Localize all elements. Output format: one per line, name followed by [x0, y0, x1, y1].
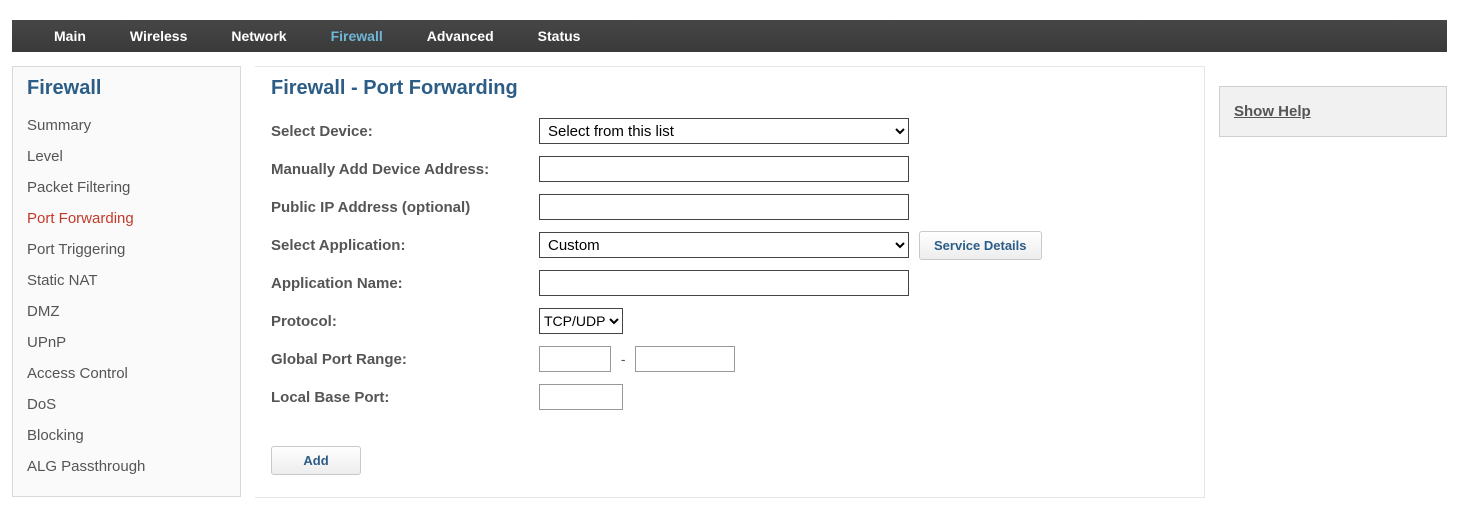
application-name-input[interactable] — [539, 270, 909, 296]
label-app-name: Application Name: — [271, 275, 539, 292]
label-select-device: Select Device: — [271, 123, 539, 140]
sidebar-item-dmz[interactable]: DMZ — [27, 296, 226, 327]
sidebar-item-dos[interactable]: DoS — [27, 389, 226, 420]
label-public-ip: Public IP Address (optional) — [271, 199, 539, 216]
select-application-dropdown[interactable]: Custom — [539, 232, 909, 258]
sidebar-item-summary[interactable]: Summary — [27, 110, 226, 141]
sidebar-item-blocking[interactable]: Blocking — [27, 420, 226, 451]
topnav-item-wireless[interactable]: Wireless — [108, 20, 209, 52]
manual-address-input[interactable] — [539, 156, 909, 182]
topnav-item-main[interactable]: Main — [32, 20, 108, 52]
main-panel: Firewall - Port Forwarding Select Device… — [255, 66, 1205, 498]
service-details-button[interactable]: Service Details — [919, 231, 1042, 260]
sidebar-title: Firewall — [27, 77, 226, 100]
sidebar-item-port-forwarding[interactable]: Port Forwarding — [27, 203, 226, 234]
label-local-base-port: Local Base Port: — [271, 389, 539, 406]
topnav-item-firewall[interactable]: Firewall — [309, 20, 405, 52]
sidebar-item-alg-passthrough[interactable]: ALG Passthrough — [27, 451, 226, 482]
top-nav: MainWirelessNetworkFirewallAdvancedStatu… — [12, 20, 1447, 52]
label-protocol: Protocol: — [271, 313, 539, 330]
sidebar-item-port-triggering[interactable]: Port Triggering — [27, 234, 226, 265]
range-separator: - — [621, 351, 626, 367]
sidebar: Firewall SummaryLevelPacket FilteringPor… — [12, 66, 241, 497]
page-title: Firewall - Port Forwarding — [271, 77, 1188, 100]
topnav-item-network[interactable]: Network — [209, 20, 308, 52]
topnav-item-advanced[interactable]: Advanced — [405, 20, 516, 52]
sidebar-item-static-nat[interactable]: Static NAT — [27, 265, 226, 296]
global-port-from-input[interactable] — [539, 346, 611, 372]
sidebar-item-upnp[interactable]: UPnP — [27, 327, 226, 358]
select-device-dropdown[interactable]: Select from this list — [539, 118, 909, 144]
global-port-to-input[interactable] — [635, 346, 735, 372]
label-manual-address: Manually Add Device Address: — [271, 161, 539, 178]
public-ip-input[interactable] — [539, 194, 909, 220]
label-global-port-range: Global Port Range: — [271, 351, 539, 368]
protocol-dropdown[interactable]: TCP/UDP — [539, 308, 623, 334]
add-button[interactable]: Add — [271, 446, 361, 475]
sidebar-item-access-control[interactable]: Access Control — [27, 358, 226, 389]
sidebar-item-level[interactable]: Level — [27, 141, 226, 172]
topnav-item-status[interactable]: Status — [516, 20, 603, 52]
show-help-link[interactable]: Show Help — [1234, 103, 1311, 120]
local-base-port-input[interactable] — [539, 384, 623, 410]
sidebar-item-packet-filtering[interactable]: Packet Filtering — [27, 172, 226, 203]
help-box: Show Help — [1219, 86, 1447, 137]
label-select-app: Select Application: — [271, 237, 539, 254]
